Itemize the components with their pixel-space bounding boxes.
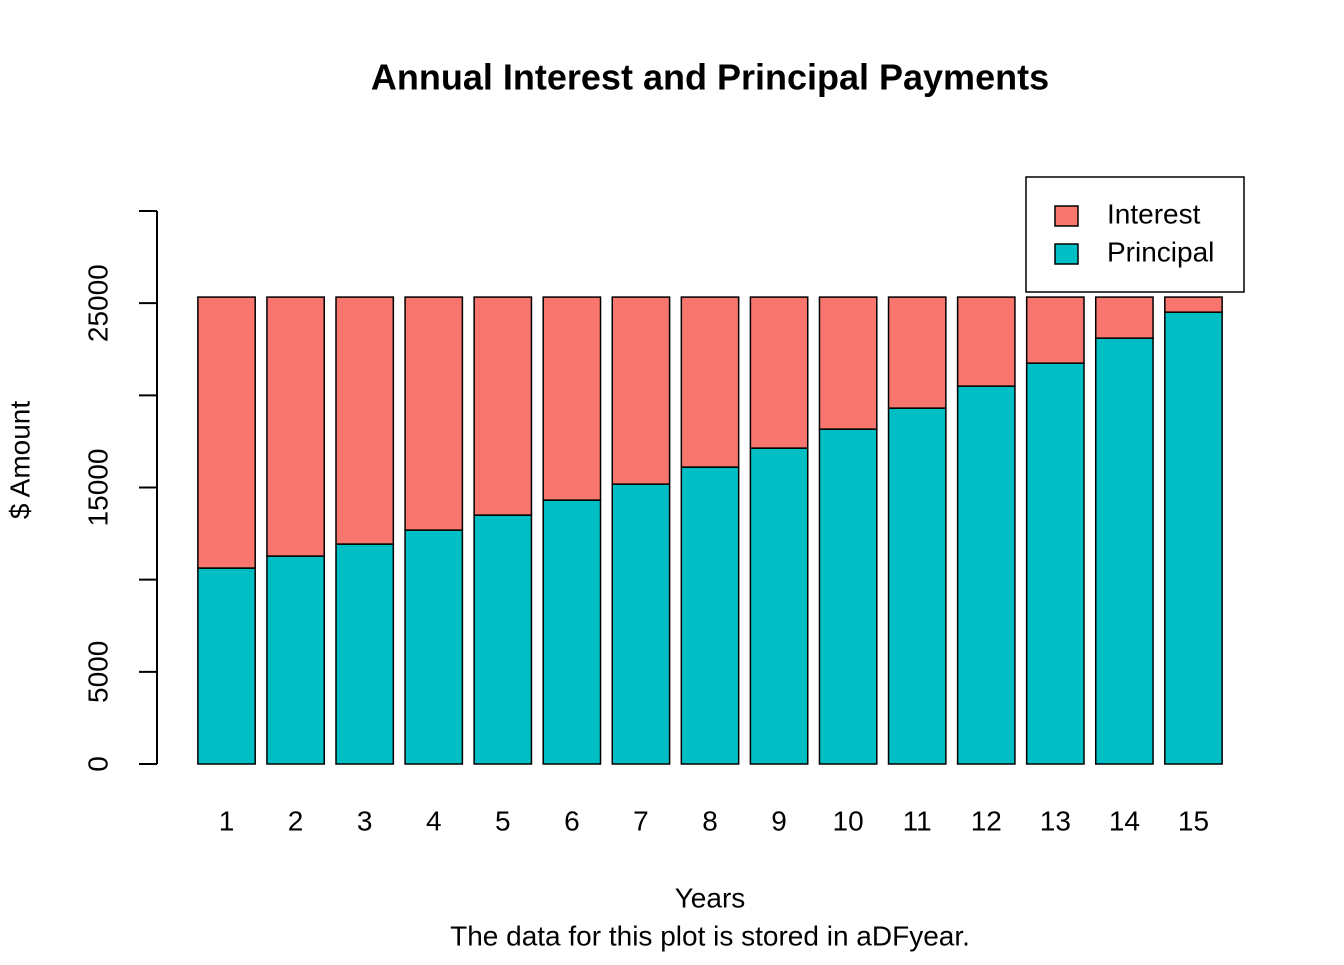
y-axis-label: $ Amount xyxy=(4,401,35,520)
legend-label: Interest xyxy=(1107,198,1201,229)
bar-segment xyxy=(1094,296,1154,339)
bar-segment xyxy=(542,296,602,501)
chart-title: Annual Interest and Principal Payments xyxy=(371,57,1049,98)
bar-segment xyxy=(542,499,602,765)
bar-segment xyxy=(1164,311,1223,765)
bar-segment xyxy=(956,385,1016,765)
bar-segment xyxy=(473,296,533,516)
legend-label: Principal xyxy=(1107,236,1214,267)
x-tick-label: 9 xyxy=(771,805,787,836)
bar-segment xyxy=(680,466,740,765)
x-tick-label: 1 xyxy=(219,805,235,836)
bar-segment xyxy=(335,543,395,765)
legend-swatch xyxy=(1054,205,1079,227)
x-tick-label: 8 xyxy=(702,805,718,836)
x-tick-label: 4 xyxy=(426,805,442,836)
x-tick-label: 14 xyxy=(1109,805,1140,836)
bar-segment xyxy=(197,567,256,765)
bar-segment xyxy=(818,296,878,430)
x-tick-label: 7 xyxy=(633,805,649,836)
y-tick-label: 25000 xyxy=(82,264,113,342)
y-tick-label: 15000 xyxy=(82,449,113,527)
bar-segment xyxy=(197,296,256,569)
x-tick-label: 11 xyxy=(903,805,932,836)
bar-segment xyxy=(611,296,671,485)
x-tick-label: 3 xyxy=(357,805,373,836)
bar-segment xyxy=(611,483,671,765)
x-tick-label: 5 xyxy=(495,805,511,836)
bar-segment xyxy=(680,296,740,468)
y-tick-label: 0 xyxy=(82,756,113,772)
y-tick-label: 5000 xyxy=(82,641,113,703)
bar-segment xyxy=(1025,296,1085,364)
bar-segment xyxy=(749,296,809,449)
x-tick-label: 13 xyxy=(1040,805,1071,836)
legend-box xyxy=(1025,176,1245,293)
bar-segment xyxy=(1164,296,1223,313)
bar-segment xyxy=(404,529,464,765)
x-tick-label: 6 xyxy=(564,805,580,836)
x-axis-label: Years xyxy=(675,882,746,913)
bar-segment xyxy=(473,514,533,765)
subtitle: The data for this plot is stored in aDFy… xyxy=(450,920,970,951)
bar-segment xyxy=(749,447,809,765)
bar-segment xyxy=(266,555,326,765)
bar-segment xyxy=(1025,362,1085,765)
bar-segment xyxy=(335,296,395,545)
x-tick-label: 10 xyxy=(833,805,864,836)
bar-segment xyxy=(266,296,326,557)
bar-segment xyxy=(887,407,947,765)
x-tick-label: 15 xyxy=(1178,805,1209,836)
bar-segment xyxy=(818,428,878,765)
bar-segment xyxy=(956,296,1016,387)
legend-swatch xyxy=(1054,243,1079,265)
x-tick-label: 12 xyxy=(971,805,1002,836)
x-tick-label: 2 xyxy=(288,805,304,836)
bar-segment xyxy=(887,296,947,409)
bar-segment xyxy=(1094,337,1154,765)
bar-segment xyxy=(404,296,464,531)
